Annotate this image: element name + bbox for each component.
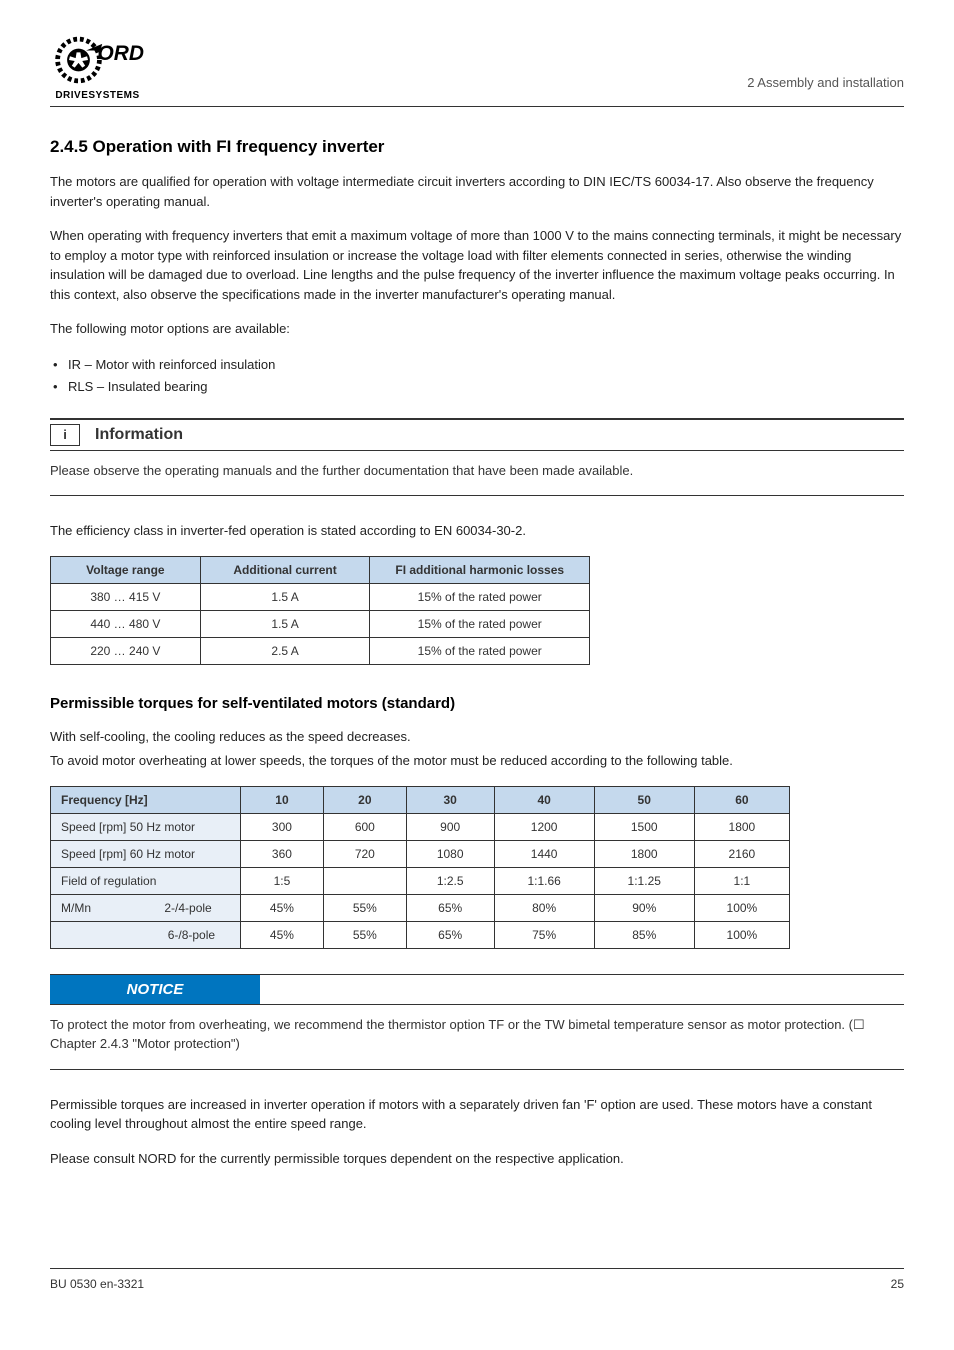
svg-text:ORD: ORD: [98, 42, 144, 65]
page-footer: BU 0530 en-3321 25: [50, 1268, 904, 1291]
torque-table: Frequency [Hz] 10 20 30 40 50 60 Speed […: [50, 786, 790, 949]
section-title: 2.4.5 Operation with FI frequency invert…: [50, 137, 904, 157]
notice-header: NOTICE: [50, 975, 904, 1005]
paragraph-3: The following motor options are availabl…: [50, 319, 904, 339]
th-freq: Frequency [Hz]: [51, 786, 241, 813]
table-row: 440 … 480 V 1.5 A 15% of the rated power: [51, 610, 590, 637]
header-breadcrumb: 2 Assembly and installation: [747, 30, 904, 90]
page-header: ORD DRIVESYSTEMS 2 Assembly and installa…: [50, 30, 904, 107]
section2-title: Permissible torques for self-ventilated …: [50, 695, 904, 712]
info-header: i Information: [50, 420, 904, 451]
info-title: Information: [95, 426, 183, 444]
table1-caption: The efficiency class in inverter-fed ope…: [50, 521, 904, 541]
info-icon: i: [50, 424, 80, 446]
th-current: Additional current: [200, 556, 370, 583]
nord-logo: ORD: [50, 30, 145, 90]
footer-page-number: 25: [891, 1277, 904, 1291]
th-losses: FI additional harmonic losses: [370, 556, 590, 583]
table-row: Speed [rpm] 50 Hz motor 300 600 900 1200…: [51, 813, 790, 840]
voltage-table: Voltage range Additional current FI addi…: [50, 556, 590, 665]
notice-label: NOTICE: [50, 975, 260, 1004]
paragraph-1: The motors are qualified for operation w…: [50, 172, 904, 211]
paragraph-6: Please consult NORD for the currently pe…: [50, 1149, 904, 1169]
options-list: IR – Motor with reinforced insulation RL…: [50, 354, 904, 398]
option-ir: IR – Motor with reinforced insulation: [50, 354, 904, 376]
table-header-row: Voltage range Additional current FI addi…: [51, 556, 590, 583]
notice-content: To protect the motor from overheating, w…: [50, 1005, 904, 1069]
table-row: Field of regulation 1:5 1:2.5 1:1.66 1:1…: [51, 867, 790, 894]
table-row: Speed [rpm] 60 Hz motor 360 720 1080 144…: [51, 840, 790, 867]
info-content: Please observe the operating manuals and…: [50, 451, 904, 496]
paragraph-5: Permissible torques are increased in inv…: [50, 1095, 904, 1134]
table-row: 220 … 240 V 2.5 A 15% of the rated power: [51, 637, 590, 664]
paragraph-4: To avoid motor overheating at lower spee…: [50, 751, 904, 771]
table-row: 6-/8-pole 45% 55% 65% 75% 85% 100%: [51, 921, 790, 948]
table-header-row: Frequency [Hz] 10 20 30 40 50 60: [51, 786, 790, 813]
table-row: M/Mn 2-/4-pole 45% 55% 65% 80% 90% 100%: [51, 894, 790, 921]
paragraph-2: When operating with frequency inverters …: [50, 226, 904, 304]
logo-area: ORD DRIVESYSTEMS: [50, 30, 145, 101]
info-box: i Information Please observe the operati…: [50, 418, 904, 497]
notice-box: NOTICE To protect the motor from overhea…: [50, 974, 904, 1070]
th-voltage: Voltage range: [51, 556, 201, 583]
footer-doc-id: BU 0530 en-3321: [50, 1277, 144, 1291]
self-cooling-note: With self-cooling, the cooling reduces a…: [50, 727, 904, 747]
table-row: 380 … 415 V 1.5 A 15% of the rated power: [51, 583, 590, 610]
option-rls: RLS – Insulated bearing: [50, 376, 904, 398]
logo-subtitle: DRIVESYSTEMS: [55, 90, 139, 101]
